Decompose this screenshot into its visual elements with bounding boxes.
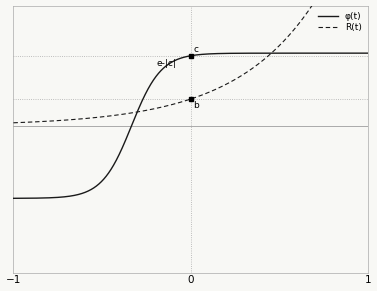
Text: b: b [193, 101, 199, 110]
Text: c: c [193, 45, 198, 54]
Text: e-|c|: e-|c| [156, 59, 176, 68]
Legend: φ(t), R(t): φ(t), R(t) [314, 8, 365, 36]
